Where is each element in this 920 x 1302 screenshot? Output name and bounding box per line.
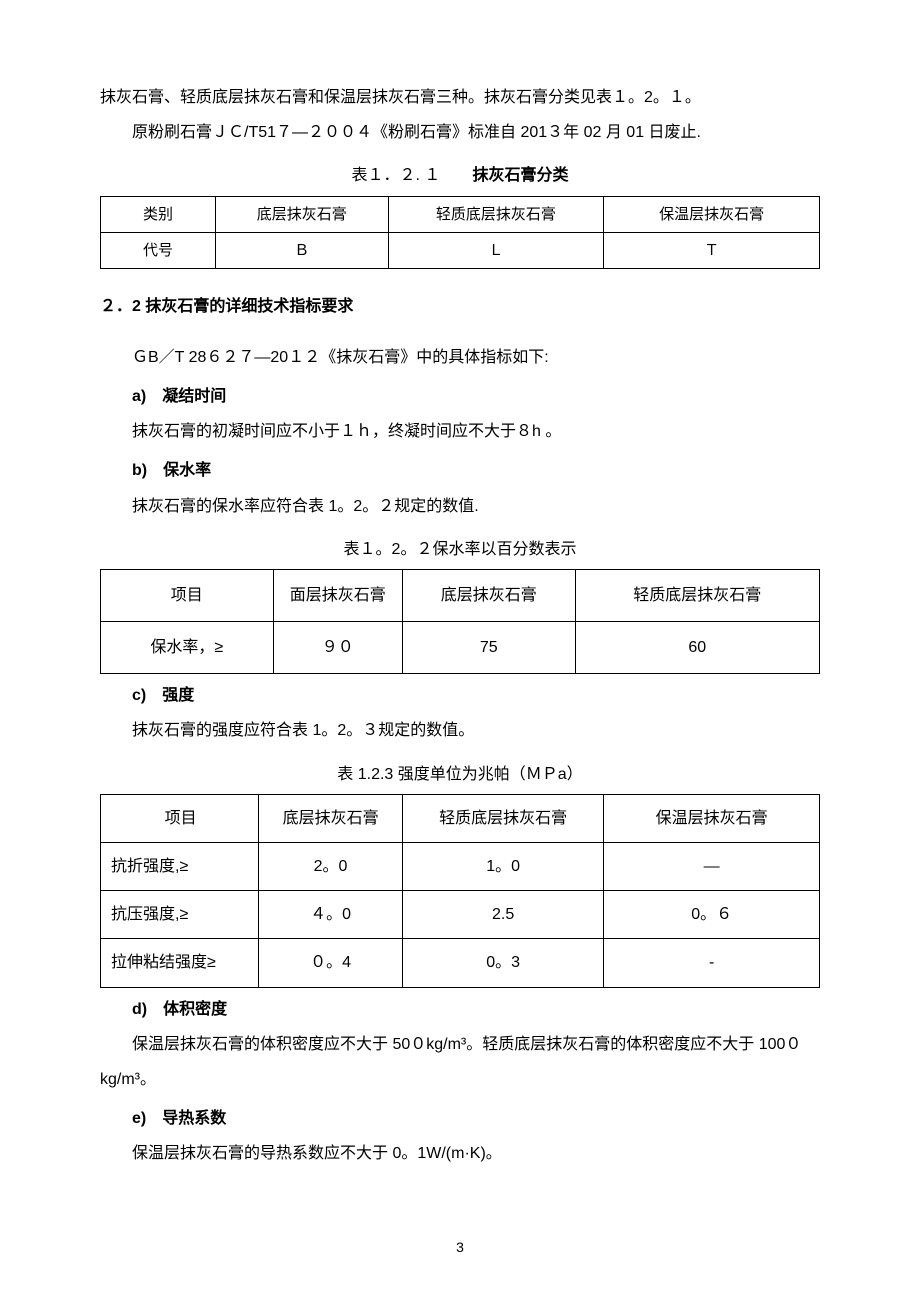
table-cell: 0。６ xyxy=(604,891,820,939)
item-a-label: a) 凝结时间 xyxy=(100,379,820,414)
item-e-label: e) 导热系数 xyxy=(100,1101,820,1136)
table-cell: 项目 xyxy=(101,794,259,842)
table-cell: Ｔ xyxy=(604,232,820,268)
section-22-intro: ＧB／T 28６２７—20１２《抹灰石膏》中的具体指标如下: xyxy=(100,340,820,375)
item-c-label: c) 强度 xyxy=(100,678,820,713)
table-121-caption-bold: 抹灰石膏分类 xyxy=(472,167,568,184)
table-cell: 拉伸粘结强度≥ xyxy=(101,939,259,987)
item-b-label: b) 保水率 xyxy=(100,453,820,488)
item-d-text: 保温层抹灰石膏的体积密度应不大于 50０kg/m³。轻质底层抹灰石膏的体积密度应… xyxy=(100,1027,820,1097)
item-a-text: 抹灰石膏的初凝时间应不小于１ｈ，终凝时间应不大于８h 。 xyxy=(100,414,820,449)
item-e-text: 保温层抹灰石膏的导热系数应不大于 0。1W/(m·K)。 xyxy=(100,1136,820,1171)
table-cell: 抗折强度,≥ xyxy=(101,843,259,891)
table-cell: 类别 xyxy=(101,196,216,232)
table-122: 项目 面层抹灰石膏 底层抹灰石膏 轻质底层抹灰石膏 保水率，≥ ９０ 75 60 xyxy=(100,569,820,674)
table-row: 保水率，≥ ９０ 75 60 xyxy=(101,622,820,674)
item-c-text: 抹灰石膏的强度应符合表 1。2。３规定的数值。 xyxy=(100,713,820,748)
table-cell: 0。3 xyxy=(402,939,603,987)
table-cell: - xyxy=(604,939,820,987)
table-122-caption: 表１。2。２保水率以百分数表示 xyxy=(100,532,820,567)
table-row: 代号 Ｂ Ｌ Ｔ xyxy=(101,232,820,268)
table-cell: 底层抹灰石膏 xyxy=(402,569,575,621)
table-cell: 保温层抹灰石膏 xyxy=(604,794,820,842)
table-cell: 代号 xyxy=(101,232,216,268)
table-121-caption-prefix: 表１．２. １ xyxy=(352,167,441,184)
table-cell: 项目 xyxy=(101,569,274,621)
table-cell: 底层抹灰石膏 xyxy=(259,794,403,842)
table-cell: 75 xyxy=(402,622,575,674)
table-cell: 轻质底层抹灰石膏 xyxy=(388,196,604,232)
table-cell: ４。0 xyxy=(259,891,403,939)
item-d-label: d) 体积密度 xyxy=(100,992,820,1027)
table-cell: 底层抹灰石膏 xyxy=(216,196,389,232)
table-121: 类别 底层抹灰石膏 轻质底层抹灰石膏 保温层抹灰石膏 代号 Ｂ Ｌ Ｔ xyxy=(100,196,820,269)
table-123: 项目 底层抹灰石膏 轻质底层抹灰石膏 保温层抹灰石膏 抗折强度,≥ 2。0 1。… xyxy=(100,794,820,988)
table-cell: 面层抹灰石膏 xyxy=(273,569,402,621)
para-1: 抹灰石膏、轻质底层抹灰石膏和保温层抹灰石膏三种。抹灰石膏分类见表１。2。１。 xyxy=(100,80,820,115)
table-cell: 轻质底层抹灰石膏 xyxy=(402,794,603,842)
table-cell: 2。0 xyxy=(259,843,403,891)
table-cell: 保水率，≥ xyxy=(101,622,274,674)
table-row: 项目 面层抹灰石膏 底层抹灰石膏 轻质底层抹灰石膏 xyxy=(101,569,820,621)
table-cell: ９０ xyxy=(273,622,402,674)
table-123-caption: 表 1.2.3 强度单位为兆帕（ＭＰa） xyxy=(100,757,820,792)
table-cell: — xyxy=(604,843,820,891)
table-row: 类别 底层抹灰石膏 轻质底层抹灰石膏 保温层抹灰石膏 xyxy=(101,196,820,232)
page-number: 3 xyxy=(100,1232,820,1263)
table-row: 抗压强度,≥ ４。0 2.5 0。６ xyxy=(101,891,820,939)
para-2: 原粉刷石膏ＪＣ/T51７—２００４《粉刷石膏》标准自 201３年 02 月 01… xyxy=(100,115,820,150)
table-row: 抗折强度,≥ 2。0 1。0 — xyxy=(101,843,820,891)
table-row: 项目 底层抹灰石膏 轻质底层抹灰石膏 保温层抹灰石膏 xyxy=(101,794,820,842)
table-cell: ０。4 xyxy=(259,939,403,987)
section-22-title: ２．2 抹灰石膏的详细技术指标要求 xyxy=(100,289,820,324)
table-row: 拉伸粘结强度≥ ０。4 0。3 - xyxy=(101,939,820,987)
item-b-text: 抹灰石膏的保水率应符合表 1。2。２规定的数值. xyxy=(100,489,820,524)
table-cell: 保温层抹灰石膏 xyxy=(604,196,820,232)
table-cell: Ｂ xyxy=(216,232,389,268)
table-cell: 2.5 xyxy=(402,891,603,939)
table-cell: 1。0 xyxy=(402,843,603,891)
table-cell: 60 xyxy=(575,622,820,674)
table-cell: 抗压强度,≥ xyxy=(101,891,259,939)
table-cell: Ｌ xyxy=(388,232,604,268)
table-121-caption: 表１．２. １ 抹灰石膏分类 xyxy=(100,158,820,193)
table-cell: 轻质底层抹灰石膏 xyxy=(575,569,820,621)
